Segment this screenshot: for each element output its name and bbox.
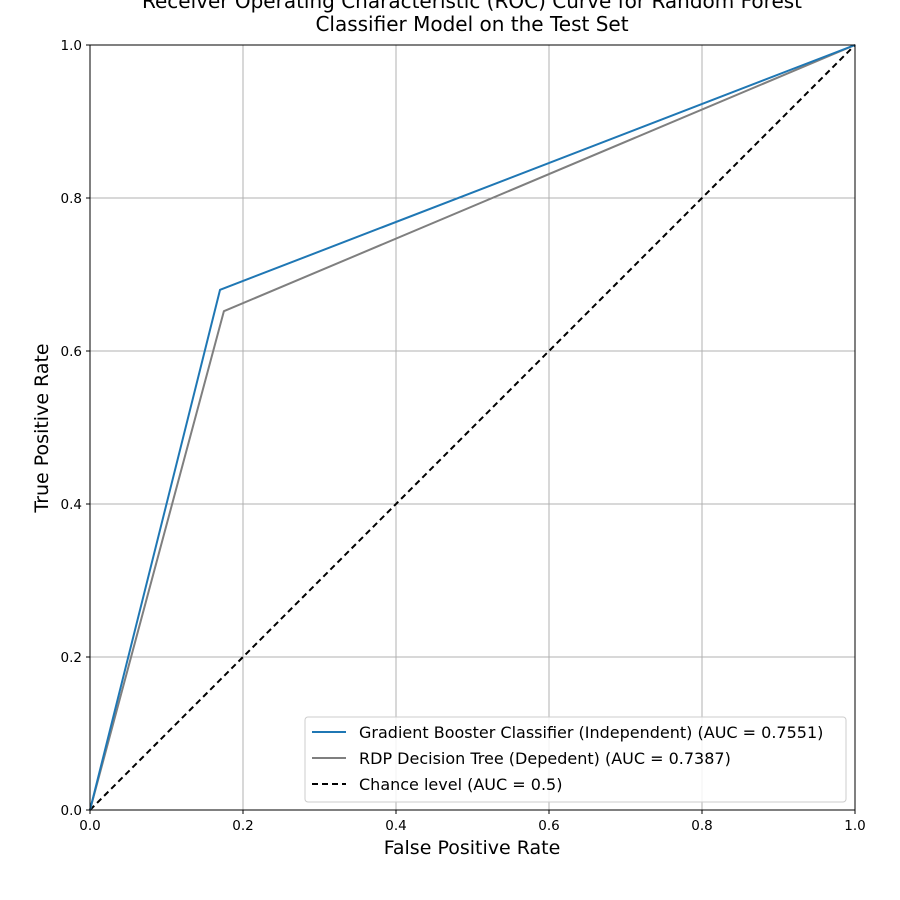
legend-box <box>304 716 847 803</box>
legend-label-2: Chance level (AUC = 0.5) <box>359 775 562 794</box>
x-tick-label: 0.2 <box>232 818 253 834</box>
legend-label-1: RDP Decision Tree (Depedent) (AUC = 0.73… <box>359 749 731 768</box>
y-tick-label: 0.6 <box>61 344 82 360</box>
x-tick-label: 0.6 <box>538 818 559 834</box>
x-tick-label: 1.0 <box>844 818 865 834</box>
y-tick-label: 0.2 <box>61 650 82 666</box>
series-line-1 <box>89 44 856 811</box>
y-axis-ticks: 0.0 0.2 0.4 0.6 0.8 1.0 <box>61 38 90 819</box>
plot-frame <box>89 44 856 811</box>
y-tick-label: 1.0 <box>61 38 82 54</box>
y-axis-label: True Positive Rate <box>31 343 53 513</box>
y-tick-label: 0.8 <box>61 191 82 207</box>
x-axis-label: False Positive Rate <box>384 837 561 859</box>
chart-title: Receiver Operating Characteristic (ROC) … <box>142 0 802 36</box>
series-line-0 <box>89 44 856 811</box>
y-tick-label: 0.0 <box>61 803 82 819</box>
x-tick-label: 0.0 <box>79 818 100 834</box>
legend: Gradient Booster Classifier (Independent… <box>304 716 847 803</box>
y-tick-label: 0.4 <box>61 497 82 513</box>
legend-label-0: Gradient Booster Classifier (Independent… <box>359 723 823 742</box>
x-tick-label: 0.4 <box>385 818 406 834</box>
series-line-2 <box>89 44 856 811</box>
chart-title-line-1: Receiver Operating Characteristic (ROC) … <box>142 0 802 13</box>
x-axis-ticks: 0.0 0.2 0.4 0.6 0.8 1.0 <box>79 810 866 834</box>
x-tick-label: 0.8 <box>691 818 712 834</box>
series-lines <box>89 44 856 811</box>
chart-title-line-2: Classifier Model on the Test Set <box>315 12 628 36</box>
